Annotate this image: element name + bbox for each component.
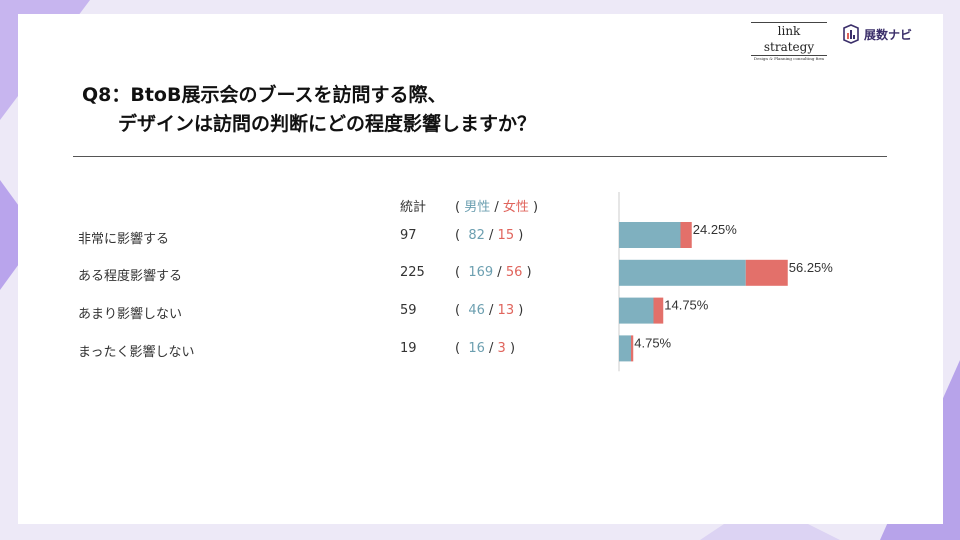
bar-male: [619, 335, 631, 362]
tenji-navi-icon: [843, 24, 859, 44]
bar-percent-label: 14.75%: [664, 298, 709, 313]
row-split: ( 16 / 3 ): [455, 341, 516, 356]
title-divider: [73, 156, 887, 157]
link-strategy-name: link strategy: [763, 24, 815, 54]
header-male: 男性: [464, 200, 491, 215]
row-split: ( 46 / 13 ): [455, 303, 524, 318]
row-split: ( 169 / 56 ): [455, 265, 532, 280]
bar-percent-label: 56.25%: [789, 260, 834, 275]
female-count: 56: [505, 265, 523, 280]
bar-male: [619, 297, 654, 324]
question-title: Q8：BtoB展示会のブースを訪問する際、 デザインは訪問の判断にどの程度影響し…: [82, 81, 536, 139]
male-count: 16: [468, 341, 485, 356]
bar-percent-label: 4.75%: [634, 335, 671, 350]
header-female: 女性: [502, 200, 529, 215]
row-label: ある程度影響する: [78, 269, 183, 284]
female-count: 3: [497, 341, 506, 356]
tenji-navi-text: 展数ナビ: [864, 27, 913, 42]
bar-female: [680, 222, 692, 248]
question-line-2: デザインは訪問の判断にどの程度影響しますか？: [118, 113, 537, 135]
female-count: 15: [497, 228, 515, 243]
link-strategy-logo: link strategy Design & Planning consulti…: [751, 22, 827, 62]
row-split: ( 82 / 15 ): [455, 228, 524, 243]
header-total: 統計: [400, 200, 427, 215]
paren-close: ): [528, 200, 539, 215]
female-count: 13: [497, 303, 515, 318]
bar-female: [631, 335, 634, 362]
male-count: 46: [468, 303, 485, 318]
row-label: 非常に影響する: [78, 232, 170, 247]
bar-female: [745, 259, 788, 286]
male-count: 169: [468, 265, 494, 280]
bar-male: [619, 222, 681, 248]
row-label: まったく影響しない: [78, 345, 195, 360]
bar-percent-label: 24.25%: [693, 222, 738, 237]
paren-open: (: [455, 200, 465, 215]
bar-female: [653, 297, 664, 324]
row-label: あまり影響しない: [78, 307, 183, 322]
tenji-navi-logo: 展数ナビ: [841, 24, 912, 44]
row-total: 97: [400, 228, 417, 243]
row-total: 225: [400, 265, 425, 280]
slide-card: link strategy Design & Planning consulti…: [18, 14, 943, 524]
separator: /: [490, 200, 503, 215]
male-count: 82: [468, 228, 485, 243]
header-gender: ( 男性 / 女性 ): [455, 196, 538, 215]
row-total: 59: [400, 303, 417, 318]
question-line-1: Q8：BtoB展示会のブースを訪問する際、: [82, 84, 447, 106]
row-total: 19: [400, 341, 417, 356]
stacked-bar-chart: 24.25% 56.25% 14.75% 4.75%: [618, 192, 834, 372]
bar-male: [619, 259, 746, 286]
link-strategy-tagline: Design & Planning consulting firm: [753, 56, 825, 61]
